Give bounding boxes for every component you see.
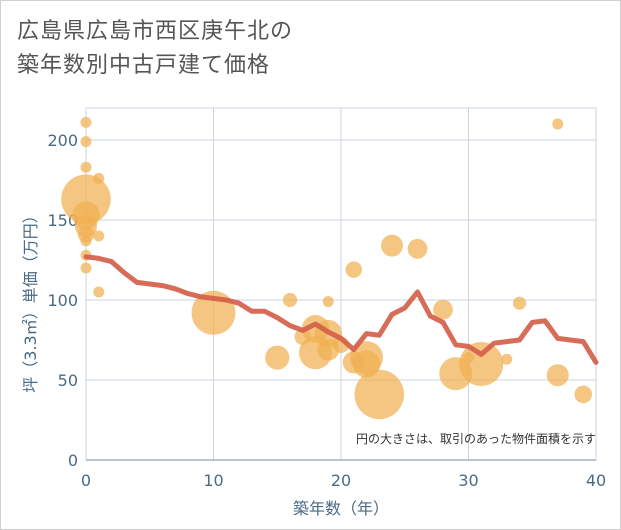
bubble-point-35	[512, 296, 527, 310]
bubble-point-7	[80, 235, 92, 247]
bubble-point-1	[80, 136, 92, 148]
bubble-series	[61, 116, 593, 420]
average-price-line	[83, 254, 599, 365]
bubble-point-2	[80, 161, 92, 173]
x-axis-ticks: 0 10 20 30 40	[81, 471, 606, 490]
bubble-point-27	[354, 369, 404, 420]
x-axis-title: 築年数（年）	[293, 499, 389, 518]
y-tick-label-2: 100	[47, 291, 78, 310]
y-tick-label-0: 0	[68, 451, 78, 470]
x-tick-label-2: 20	[331, 471, 351, 490]
bubble-point-29	[407, 238, 428, 259]
y-tick-label-1: 50	[58, 371, 78, 390]
bubble-point-30	[433, 299, 453, 320]
bubble-point-10	[93, 172, 105, 184]
y-axis-title: 坪（3.3㎡）単価（万円）	[21, 207, 40, 392]
y-tick-label-4: 200	[47, 131, 78, 150]
bubble-point-36	[552, 118, 564, 130]
bubble-point-38	[574, 385, 593, 404]
grid-lines	[85, 107, 597, 461]
chart-title: 広島県広島市西区庚午北の 築年数別中古戸建て価格	[17, 15, 293, 83]
average-line-series	[83, 254, 599, 365]
bubble-point-14	[265, 345, 290, 370]
bubble-point-23	[345, 261, 362, 278]
bubble-point-15	[282, 292, 298, 308]
bubble-point-12	[93, 286, 105, 298]
bubble-point-37	[546, 364, 569, 387]
bubble-point-19	[322, 296, 334, 308]
x-tick-label-3: 30	[458, 471, 478, 490]
x-tick-label-4: 40	[586, 471, 606, 490]
bubble-point-33	[459, 342, 504, 386]
bubble-point-0	[80, 116, 92, 128]
x-tick-label-1: 10	[203, 471, 223, 490]
chart-title-line-2: 築年数別中古戸建て価格	[17, 53, 271, 78]
bubble-point-28	[381, 234, 403, 257]
chart-title-line-1: 広島県広島市西区庚午北の	[17, 19, 294, 44]
bubble-point-9	[80, 262, 92, 274]
size-legend-note: 円の大きさは、取引のあった物件面積を示す	[356, 431, 596, 446]
bubble-point-34	[501, 353, 513, 365]
bubble-point-11	[93, 230, 105, 242]
x-tick-label-0: 0	[81, 471, 91, 490]
